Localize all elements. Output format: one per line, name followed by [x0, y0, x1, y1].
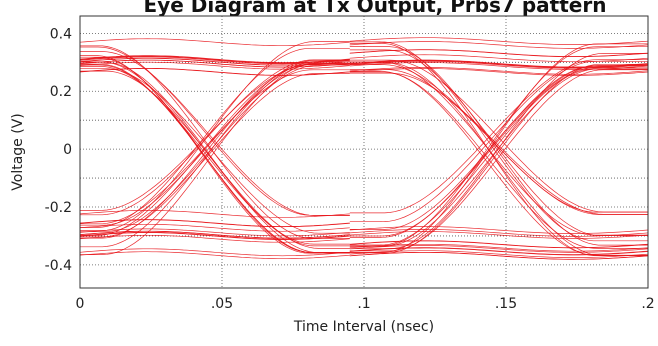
eye-trace [79, 219, 350, 227]
eye-trace [80, 69, 350, 225]
eye-trace [79, 231, 350, 240]
eye-trace [349, 252, 649, 260]
eye-trace [79, 248, 350, 257]
eye-trace [349, 67, 649, 75]
eye-trace [349, 63, 648, 254]
eye-traces [79, 37, 649, 260]
plot-frame [79, 15, 649, 289]
eye-trace [349, 231, 649, 239]
chart-title: Eye Diagram at Tx Output, Prbs7 pattern [144, 0, 607, 17]
x-tick-label: .1 [357, 296, 370, 312]
y-tick-label: 0.2 [50, 84, 72, 100]
eye-trace [79, 230, 350, 239]
eye-trace [349, 49, 649, 57]
eye-trace [349, 240, 649, 248]
eye-trace [349, 59, 648, 213]
eye-trace [80, 68, 350, 234]
eye-trace [79, 234, 350, 243]
eye-trace [80, 66, 350, 245]
eye-trace [79, 228, 350, 237]
eye-trace [349, 71, 648, 256]
eye-trace [349, 43, 648, 253]
y-axis-label: Voltage (V) [10, 113, 26, 190]
x-tick-label: .2 [641, 296, 654, 312]
x-axis-ticks: 0 .05 .1 .15 .2 [76, 296, 655, 312]
eye-trace [79, 251, 350, 260]
eye-trace [349, 61, 648, 236]
y-tick-label: 0.4 [50, 26, 72, 42]
x-axis-label: Time Interval (nsec) [293, 319, 434, 335]
x-tick-label: .15 [495, 296, 517, 312]
eye-trace [349, 53, 648, 250]
eye-trace [349, 245, 649, 253]
eye-trace [80, 61, 350, 247]
eye-trace [80, 59, 350, 216]
eye-trace [349, 226, 649, 234]
eye-trace [349, 247, 649, 256]
eye-trace [80, 51, 350, 216]
eye-trace [349, 68, 649, 76]
eye-trace [349, 229, 649, 237]
eye-trace [79, 232, 350, 240]
eye-trace [80, 55, 350, 254]
eye-trace [349, 71, 648, 249]
eye-trace [349, 243, 649, 252]
eye-trace [349, 67, 648, 237]
eye-trace [79, 38, 350, 47]
eye-trace [80, 60, 350, 239]
eye-trace [349, 72, 648, 215]
eye-trace [80, 61, 350, 248]
eye-trace [349, 60, 648, 223]
eye-trace [79, 55, 350, 63]
x-tick-label: 0 [76, 296, 85, 312]
eye-trace [349, 59, 649, 68]
eye-trace [80, 63, 350, 254]
eye-trace [79, 223, 350, 232]
eye-trace [80, 61, 350, 253]
eye-trace [349, 62, 648, 257]
eye-trace [349, 69, 648, 215]
y-tick-label: -0.4 [45, 258, 72, 274]
eye-trace [349, 250, 649, 258]
eye-trace [349, 41, 649, 49]
x-tick-label: .05 [211, 296, 233, 312]
eye-trace [79, 61, 350, 70]
eye-trace [80, 46, 350, 216]
eye-trace [349, 59, 648, 214]
eye-trace [80, 64, 350, 236]
eye-trace [80, 73, 350, 238]
eye-trace [349, 46, 648, 247]
eye-trace [349, 68, 648, 247]
eye-trace [349, 65, 648, 238]
y-axis-ticks: 0.4 0.2 0 -0.2 -0.4 [45, 26, 72, 273]
y-tick-label: -0.2 [45, 200, 72, 216]
eye-trace [79, 56, 350, 65]
eye-trace [349, 69, 648, 252]
eye-trace [349, 41, 648, 242]
eye-trace [80, 47, 350, 228]
eye-trace [79, 210, 350, 218]
y-tick-label: 0 [63, 142, 72, 158]
eye-trace [80, 41, 350, 231]
eye-trace [80, 63, 350, 211]
eye-trace [349, 247, 649, 255]
eye-trace [349, 46, 648, 246]
